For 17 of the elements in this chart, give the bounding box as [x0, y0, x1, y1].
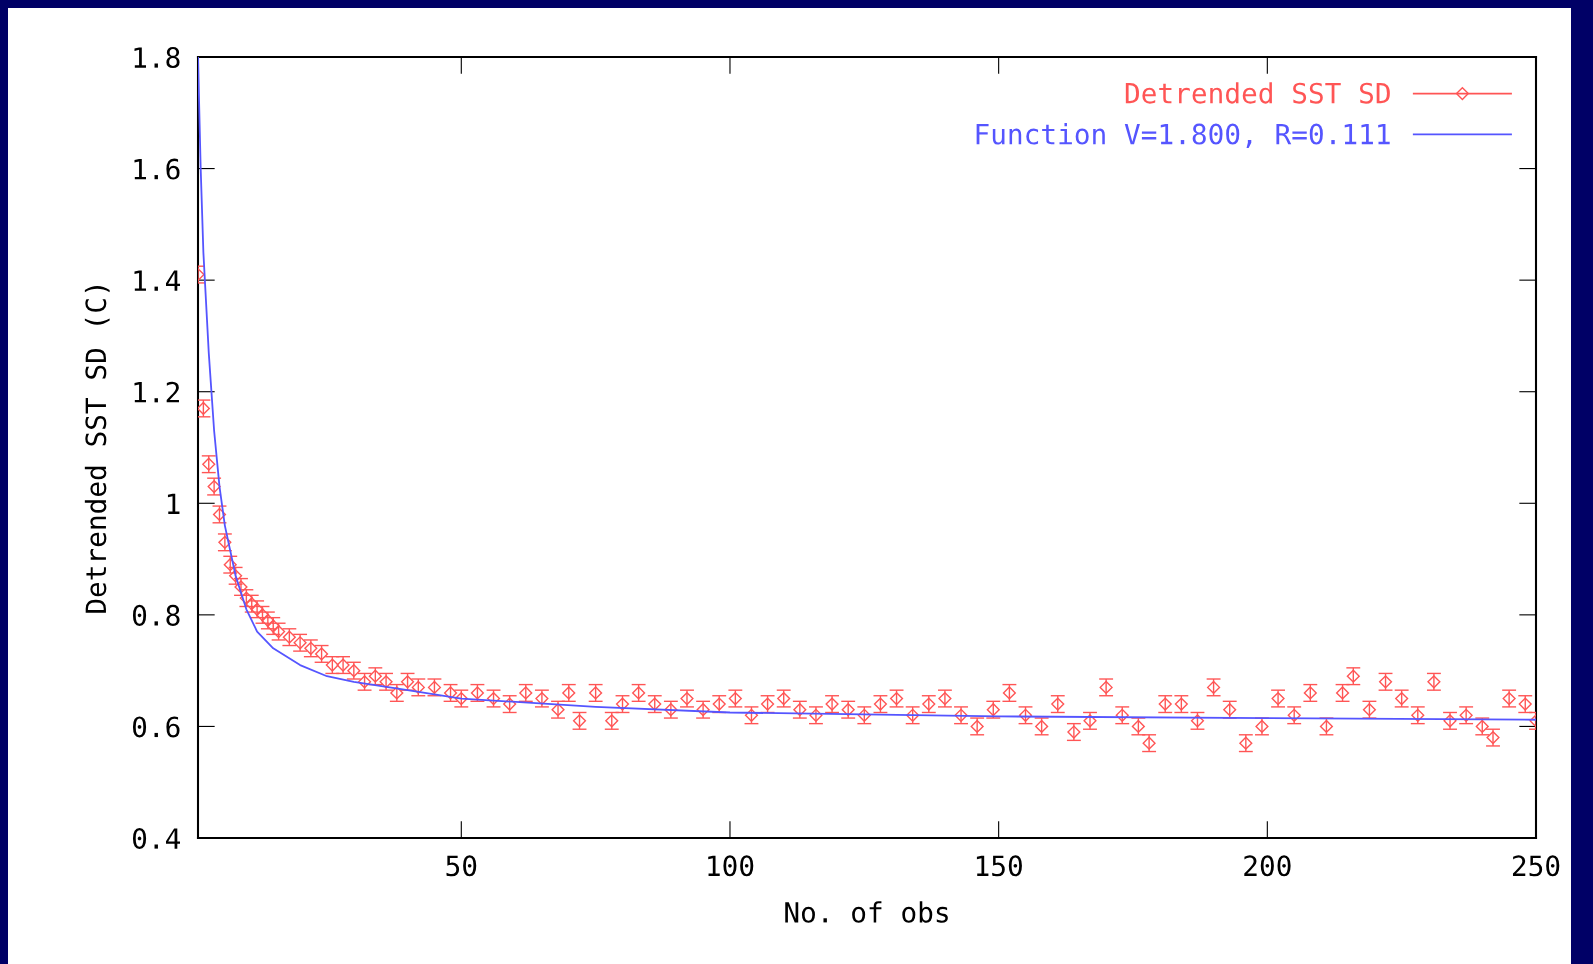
y-tick-label: 1	[167, 493, 180, 514]
y-tick-label: 1.6	[134, 158, 180, 180]
y-tick-label: 1.2	[134, 381, 179, 403]
legend-label: Detrended SST SD	[1125, 82, 1390, 104]
x-axis-title: No. of obs	[785, 901, 948, 923]
y-tick-label: 1.8	[134, 47, 180, 69]
y-tick-label: 0.8	[132, 604, 180, 626]
y-axis-title: Detrended SST SD (C)	[84, 286, 110, 613]
x-tick-label: 200	[1244, 855, 1291, 877]
y-tick-label: 0.6	[132, 716, 180, 738]
x-tick-label: 150	[976, 855, 1022, 877]
x-tick-label: 250	[1512, 855, 1560, 877]
y-tick-label: 1.4	[134, 270, 181, 291]
x-tick-label: 50	[446, 855, 477, 877]
y-tick-label: 0.4	[132, 828, 181, 850]
legend-label: Function V=1.800, R=0.111	[976, 123, 1390, 149]
x-tick-label: 100	[708, 855, 754, 877]
